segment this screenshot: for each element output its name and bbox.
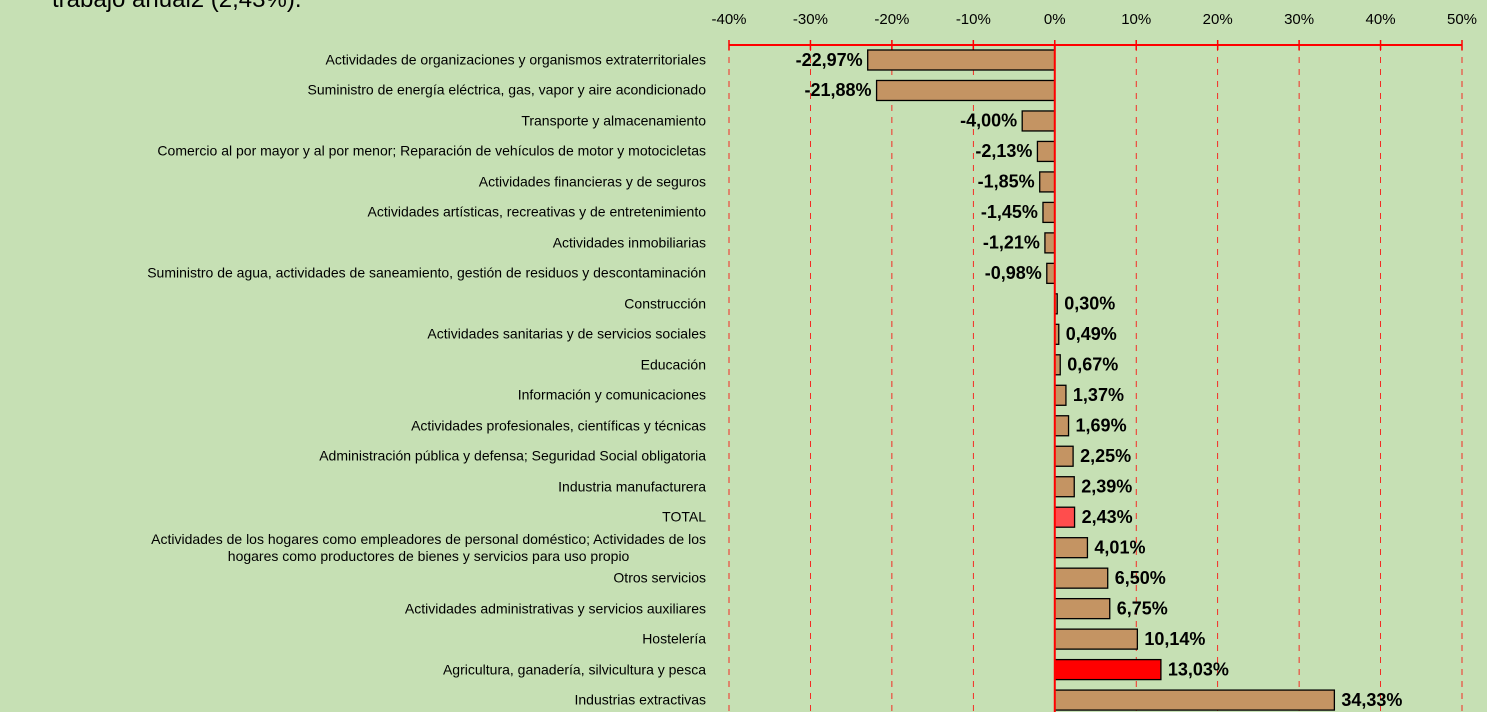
data-label: 34,33% <box>1341 690 1402 710</box>
bar <box>1046 262 1056 285</box>
data-label: -0,98% <box>985 263 1042 283</box>
category-label: Industria manufacturera <box>558 478 706 495</box>
category-label: Actividades de los hogares como empleado… <box>151 530 706 564</box>
category-label: Hostelería <box>642 630 706 647</box>
x-tick-label: 20% <box>1203 11 1233 28</box>
category-label: Información y comunicaciones <box>517 386 706 403</box>
category-label: Educación <box>640 356 706 373</box>
data-label: -1,85% <box>978 172 1035 192</box>
bar <box>1054 445 1074 467</box>
category-label: Actividades financieras y de seguros <box>478 173 706 190</box>
category-label: TOTAL <box>662 508 706 525</box>
data-label: 0,67% <box>1067 355 1118 375</box>
data-label: -2,13% <box>975 141 1032 161</box>
data-label: 0,30% <box>1064 294 1115 314</box>
bar <box>1054 689 1336 711</box>
category-label: Actividades administrativas y servicios … <box>404 600 706 617</box>
bar <box>1054 658 1162 681</box>
bar <box>1054 476 1075 498</box>
category-label: Actividades de organizaciones y organism… <box>325 51 706 68</box>
data-label: 4,01% <box>1094 537 1145 557</box>
data-label: 10,14% <box>1144 629 1205 649</box>
bar <box>1054 384 1067 406</box>
category-label: Transporte y almacenamiento <box>521 112 706 129</box>
bar <box>1054 567 1109 589</box>
data-label: 1,69% <box>1076 416 1127 436</box>
category-label: Agricultura, ganadería, silvicultura y p… <box>442 661 706 678</box>
category-label: Otros servicios <box>613 569 706 586</box>
bar <box>1036 140 1056 163</box>
category-label: Suministro de energía eléctrica, gas, va… <box>307 81 706 98</box>
data-label: -4,00% <box>960 111 1017 131</box>
bar <box>875 79 1056 102</box>
data-label: -21,88% <box>805 80 872 100</box>
data-label: 2,39% <box>1081 476 1132 496</box>
bar <box>1054 597 1111 620</box>
data-label: 13,03% <box>1168 659 1229 679</box>
bar <box>1021 110 1056 132</box>
x-tick-label: -30% <box>793 11 828 28</box>
data-label: 2,25% <box>1080 446 1131 466</box>
category-label: Industrias extractivas <box>574 691 707 708</box>
x-tick-label: 10% <box>1121 11 1151 28</box>
data-label: 2,43% <box>1082 507 1133 527</box>
data-label: 0,49% <box>1066 324 1117 344</box>
bar <box>1054 537 1089 559</box>
data-label: -22,97% <box>796 50 863 70</box>
bar <box>1054 415 1070 437</box>
bar <box>1039 171 1056 193</box>
bar <box>1044 232 1056 254</box>
category-label: Suministro de agua, actividades de sanea… <box>147 264 706 281</box>
x-tick-label: 40% <box>1366 11 1396 28</box>
category-label: Comercio al por mayor y al por menor; Re… <box>157 142 706 159</box>
x-tick-label: -10% <box>956 11 991 28</box>
data-label: 1,37% <box>1073 385 1124 405</box>
bar <box>1054 506 1076 528</box>
data-label: -1,45% <box>981 202 1038 222</box>
x-tick-label: -20% <box>874 11 909 28</box>
data-label: 6,50% <box>1115 568 1166 588</box>
category-label: Actividades inmobiliarias <box>552 234 706 251</box>
category-label: Construcción <box>624 295 706 312</box>
bar <box>1042 201 1056 224</box>
x-tick-label: 0% <box>1044 11 1066 28</box>
category-label: Actividades artísticas, recreativas y de… <box>367 203 707 220</box>
category-label: Actividades profesionales, científicas y… <box>411 417 706 434</box>
x-tick-label: -40% <box>711 11 746 28</box>
category-label: Actividades sanitarias y de servicios so… <box>427 325 706 342</box>
data-label: 6,75% <box>1117 598 1168 618</box>
chart-title: trabajo anual2 (2,43%). <box>52 0 302 14</box>
x-tick-label: 30% <box>1284 11 1314 28</box>
x-tick-label: 50% <box>1447 11 1477 28</box>
category-label: Administración pública y defensa; Seguri… <box>319 447 706 464</box>
bar <box>867 49 1056 71</box>
data-label: -1,21% <box>983 233 1040 253</box>
bar <box>1054 628 1139 650</box>
